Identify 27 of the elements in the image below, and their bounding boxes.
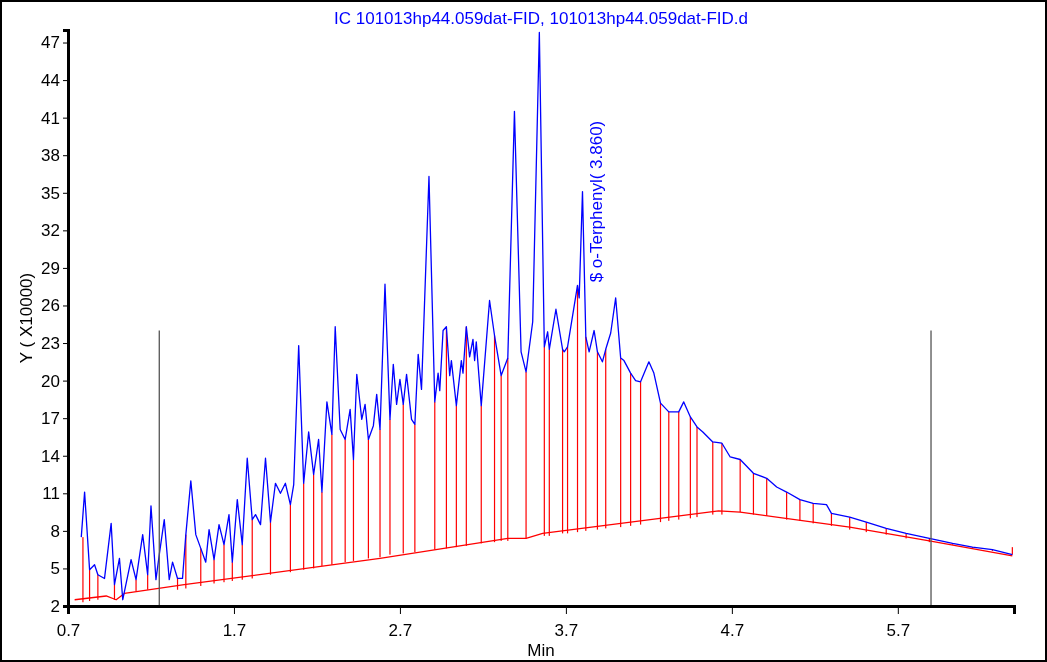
y-axis-title: Y ( X10000): [17, 272, 36, 364]
x-axis-title: Min: [527, 641, 555, 660]
y-tick-label: 29: [41, 258, 60, 278]
x-tick-label: 1.7: [222, 620, 247, 640]
line-series: [80, 31, 1013, 601]
y-tick-label: 14: [41, 446, 60, 466]
y-tick-label: 38: [41, 146, 60, 166]
chart-title: IC 101013hp44.059dat-FID, 101013hp44.059dat-FID.d: [334, 9, 748, 28]
y-tick-label: 5: [50, 559, 60, 579]
y-tick-label: 32: [41, 221, 60, 241]
y-tick-label: 26: [41, 296, 60, 316]
y-tick-label: 23: [41, 333, 60, 353]
y-tick-label: 2: [50, 596, 60, 616]
x-tick-label: 0.7: [56, 620, 81, 640]
x-tick-label: 5.7: [886, 620, 911, 640]
y-tick-label: 8: [50, 521, 60, 541]
annotation: $ o-Terphenyl( 3.860): [587, 120, 607, 283]
y-tick-label: 20: [41, 371, 60, 391]
y-tick-label: 11: [42, 484, 60, 504]
x-tick-label: 3.7: [554, 620, 579, 640]
y-tick-label: 35: [41, 183, 60, 203]
y-tick-label: 47: [41, 33, 60, 53]
x-tick-label: 2.7: [388, 620, 413, 640]
y-tick-label: 44: [41, 71, 60, 91]
y-tick-label: 17: [41, 409, 60, 429]
x-tick-label: 4.7: [720, 620, 745, 640]
y-tick-label: 41: [41, 108, 60, 128]
